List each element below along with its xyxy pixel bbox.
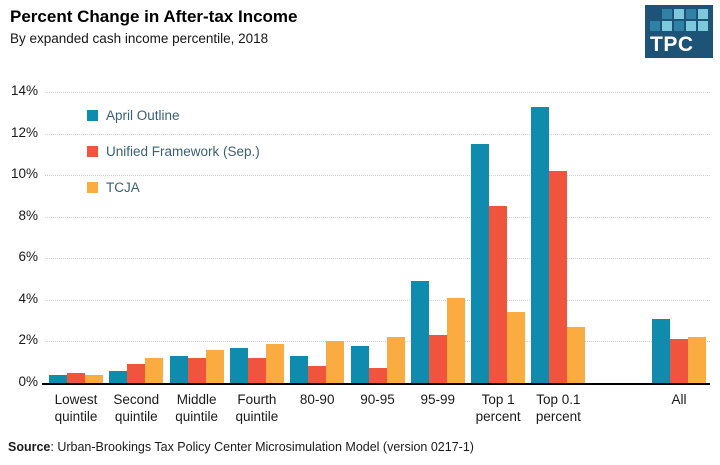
legend-item-tcja: TCJA — [87, 177, 260, 197]
logo-square — [662, 9, 672, 19]
bar-tcja-second-quintile — [145, 358, 164, 383]
logo-square — [650, 21, 660, 31]
x-label-all: All — [671, 392, 687, 407]
gridline-10 — [45, 175, 710, 177]
y-tick-4: 4% — [18, 290, 38, 306]
x-axis-line — [42, 383, 710, 385]
gridline-4 — [45, 299, 710, 301]
bar-unified-framework-sep--fourth-quintile — [247, 358, 266, 383]
bar-group-middle-quintile — [169, 349, 224, 383]
logo-square — [686, 21, 696, 31]
bar-tcja-fourth-quintile — [265, 343, 284, 383]
bar-tcja-lowest-quintile — [85, 374, 103, 383]
logo-square-empty — [650, 9, 660, 19]
y-tick-8: 8% — [18, 207, 38, 223]
bar-unified-framework-sep--80-90 — [308, 366, 327, 383]
bar-group-95-99 — [410, 281, 465, 383]
bar-tcja-90-95 — [386, 337, 405, 383]
bar-april-outline-second-quintile — [109, 370, 128, 383]
bar-group-top-0-1-percent — [531, 106, 586, 383]
legend-item-unified-framework: Unified Framework (Sep.) — [87, 141, 260, 161]
gridline-6 — [45, 258, 710, 260]
bar-unified-framework-sep--middle-quintile — [187, 358, 206, 383]
x-label-second-quintile: Second quintile — [113, 392, 160, 424]
bar-unified-framework-sep--90-95 — [368, 368, 387, 383]
bar-group-lowest-quintile — [49, 372, 103, 383]
bar-tcja-top-1-percent — [507, 312, 526, 383]
bar-tcja-middle-quintile — [205, 349, 224, 383]
bar-group-fourth-quintile — [229, 343, 284, 383]
gridline-2 — [45, 341, 710, 343]
source-text: : Urban-Brookings Tax Policy Center Micr… — [50, 440, 474, 454]
gridline-12 — [45, 133, 710, 135]
chart-subtitle: By expanded cash income percentile, 2018 — [10, 31, 269, 46]
bar-april-outline-middle-quintile — [169, 355, 188, 383]
bar-unified-framework-sep--top-1-percent — [489, 206, 508, 383]
logo-square — [674, 9, 684, 19]
bar-april-outline-80-90 — [290, 355, 309, 383]
legend-swatch-unified-framework — [87, 145, 98, 157]
chart-title: Percent Change in After-tax Income — [10, 7, 298, 26]
legend: April Outline Unified Framework (Sep.) T… — [87, 105, 260, 213]
legend-swatch-tcja — [87, 181, 98, 193]
y-tick-6: 6% — [18, 249, 38, 265]
bar-april-outline-90-95 — [350, 345, 369, 383]
x-label-top-1-percent: Top 1 percent — [475, 392, 521, 424]
bar-unified-framework-sep--lowest-quintile — [67, 372, 85, 383]
bar-tcja-top-0-1-percent — [567, 326, 586, 383]
x-label-90-95: 90-95 — [360, 392, 395, 407]
logo-square — [662, 21, 672, 31]
legend-label-unified-framework: Unified Framework (Sep.) — [106, 143, 260, 159]
bar-april-outline-all — [652, 318, 670, 383]
bar-april-outline-95-99 — [410, 281, 429, 383]
y-tick-0: 0% — [18, 374, 38, 389]
source-label: Source — [8, 440, 51, 454]
bar-unified-framework-sep--all — [670, 339, 688, 383]
x-label-80-90: 80-90 — [299, 392, 335, 407]
legend-swatch-april-outline — [87, 109, 98, 121]
x-label-95-99: 95-99 — [420, 392, 456, 407]
logo-square — [698, 9, 708, 19]
bar-group-second-quintile — [109, 358, 164, 383]
bar-group-90-95 — [350, 337, 405, 383]
bar-april-outline-lowest-quintile — [49, 374, 67, 383]
gridline-8 — [45, 216, 710, 218]
y-tick-12: 12% — [10, 124, 38, 140]
bar-unified-framework-sep--second-quintile — [127, 364, 146, 383]
bar-april-outline-top-0-1-percent — [531, 106, 550, 383]
x-label-top-0-1-percent: Top 0.1 percent — [535, 392, 581, 424]
logo-square — [698, 21, 708, 31]
tpc-logo-squares — [645, 5, 713, 31]
bar-tcja-all — [688, 337, 706, 383]
bar-tcja-95-99 — [446, 297, 465, 383]
legend-item-april-outline: April Outline — [87, 105, 260, 125]
bar-group-80-90 — [290, 341, 345, 383]
bar-tcja-80-90 — [326, 341, 345, 383]
tpc-logo-text: TPC — [650, 33, 694, 56]
y-tick-10: 10% — [10, 166, 38, 182]
bar-unified-framework-sep--top-0-1-percent — [549, 171, 568, 383]
bar-group-top-1-percent — [471, 143, 526, 383]
y-tick-2: 2% — [18, 332, 38, 348]
tpc-logo: TPC — [645, 5, 713, 58]
bar-unified-framework-sep--95-99 — [428, 335, 447, 383]
source-note: Source: Urban-Brookings Tax Policy Cente… — [8, 440, 474, 454]
bar-april-outline-fourth-quintile — [229, 347, 248, 383]
x-label-middle-quintile: Middle quintile — [175, 392, 218, 424]
gridline-14 — [45, 92, 710, 93]
bar-april-outline-top-1-percent — [471, 143, 490, 383]
legend-label-april-outline: April Outline — [106, 107, 180, 123]
logo-square — [686, 9, 696, 19]
logo-square — [674, 21, 684, 31]
y-tick-14: 14% — [10, 83, 38, 98]
x-label-fourth-quintile: Fourth quintile — [235, 392, 279, 424]
legend-label-tcja: TCJA — [106, 179, 140, 195]
x-label-lowest-quintile: Lowest quintile — [54, 392, 98, 424]
bar-group-all — [652, 318, 706, 383]
plot-area: April Outline Unified Framework (Sep.) T… — [11, 83, 710, 424]
